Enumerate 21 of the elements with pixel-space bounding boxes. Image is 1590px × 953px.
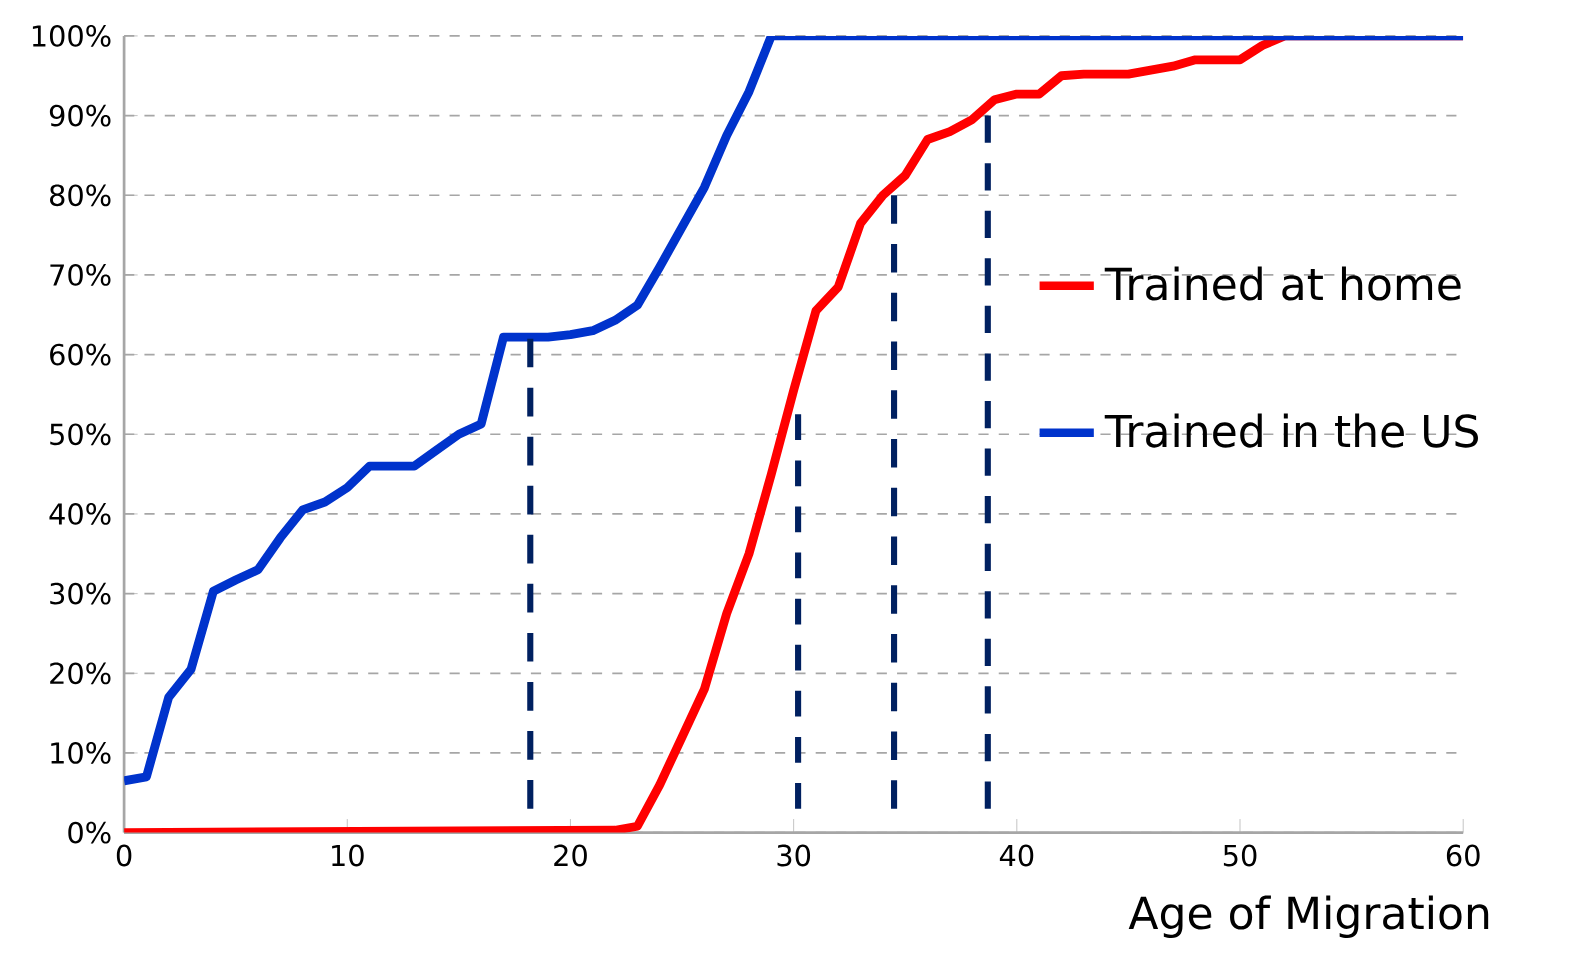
x-axis-title: Age of Migration — [1128, 895, 1489, 939]
y-tick-label: 100% — [32, 25, 111, 48]
x-tick-label: 20 — [554, 844, 587, 867]
x-tick-label: 30 — [777, 844, 811, 867]
y-tick-label: 60% — [50, 343, 111, 366]
y-tick-label: 70% — [50, 264, 111, 287]
y-tick-label: 40% — [49, 503, 111, 526]
y-tick-label: 50% — [50, 423, 111, 446]
y-tick-label: 10% — [51, 742, 111, 765]
y-tick-label: 0% — [68, 821, 111, 844]
x-tick-label: 40 — [999, 844, 1034, 867]
x-tick-label: 10 — [332, 844, 364, 867]
y-tick-label: 30% — [50, 582, 111, 605]
legend-label: Trained in the US — [1104, 413, 1478, 448]
legend-label: Trained at home — [1104, 266, 1461, 301]
y-tick-label: 80% — [50, 184, 111, 207]
y-tick-label: 20% — [50, 662, 111, 685]
x-tick-label: 0 — [116, 844, 132, 867]
x-tick-label: 50 — [1223, 844, 1257, 867]
y-tick-label: 90% — [49, 104, 111, 127]
x-tick-label: 60 — [1446, 844, 1480, 867]
